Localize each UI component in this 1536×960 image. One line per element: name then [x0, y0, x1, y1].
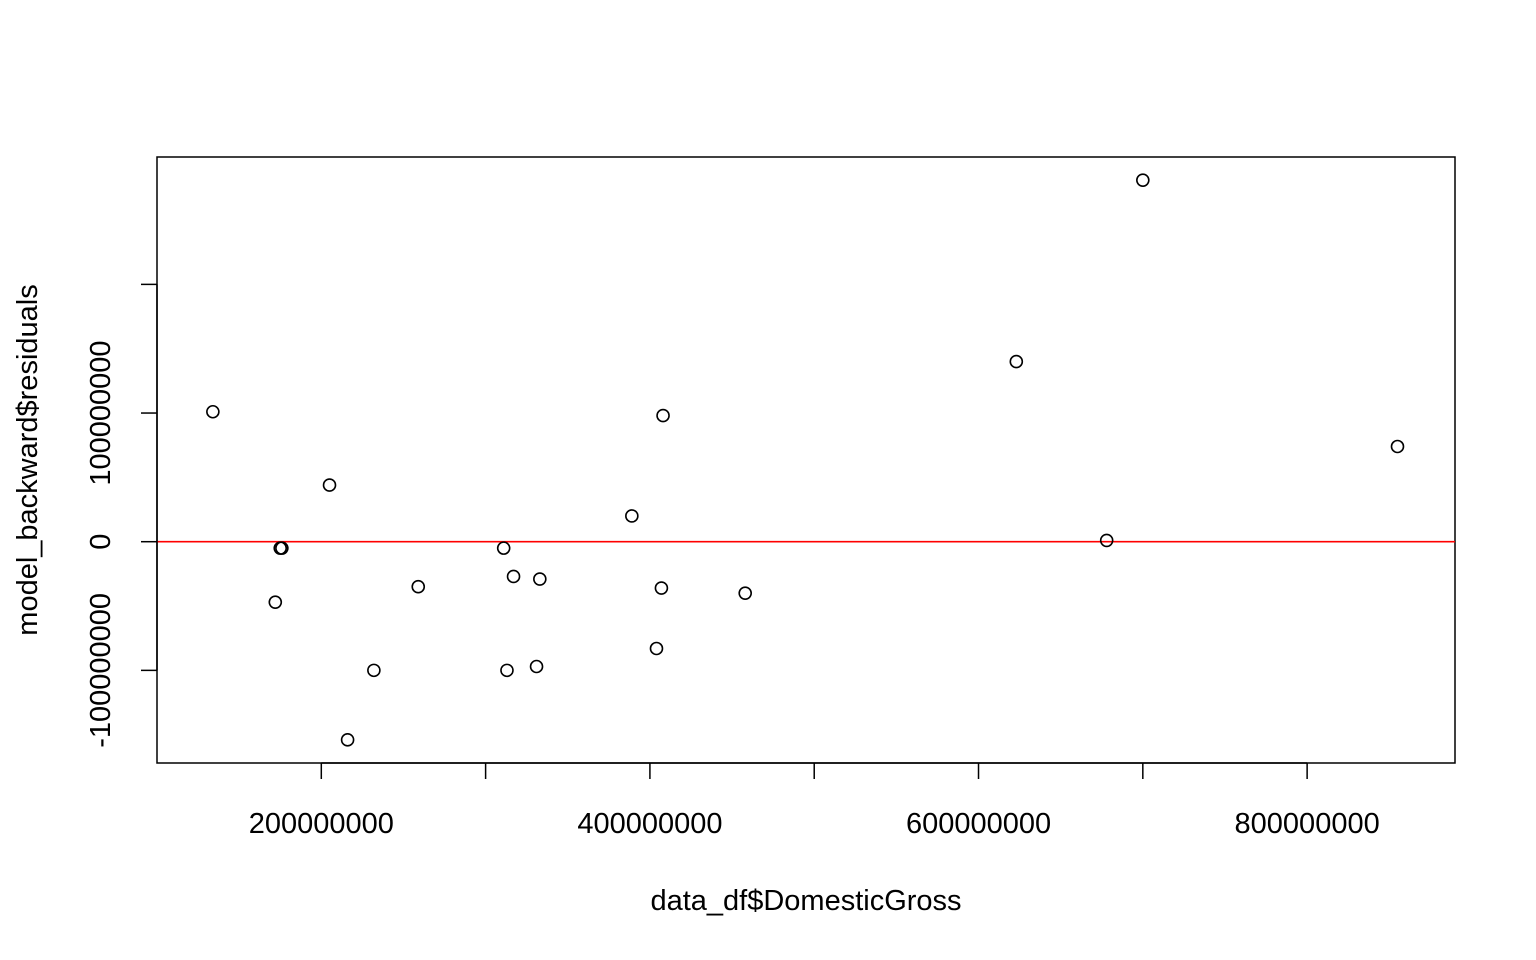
data-point [529, 659, 544, 674]
x-tick-label: 200000000 [249, 808, 394, 840]
data-point [656, 408, 670, 423]
x-tick-label: 600000000 [906, 808, 1051, 840]
y-tick-label: -100000000 [85, 593, 117, 748]
x-tick-label: 800000000 [1235, 808, 1380, 840]
data-point [268, 595, 283, 609]
data-point [322, 478, 337, 492]
y-tick-label: 0 [85, 534, 117, 550]
data-point [206, 404, 220, 419]
data-point [411, 579, 426, 594]
data-point [738, 586, 753, 600]
data-point [506, 569, 521, 584]
data-point [367, 663, 381, 678]
y-axis: -100000000 0 100000000 [85, 283, 158, 748]
data-point [1136, 173, 1150, 187]
data-point [533, 572, 547, 586]
data-point [1009, 354, 1024, 369]
points-layer [206, 173, 1405, 747]
data-point [654, 581, 669, 595]
data-point [275, 541, 289, 555]
data-point [649, 641, 664, 656]
data-point [340, 733, 355, 747]
y-tick-label: 100000000 [85, 340, 117, 485]
data-point [1099, 533, 1114, 548]
x-axis: 200000000 400000000 600000000 800000000 [249, 762, 1380, 840]
x-tick-label: 400000000 [577, 808, 722, 840]
data-point [1390, 439, 1405, 454]
data-point [500, 663, 514, 678]
data-point [625, 509, 639, 523]
x-axis-title: data_df$DomesticGross [650, 885, 961, 917]
y-axis-title: model_backward$residuals [12, 284, 44, 635]
plot-frame [156, 156, 1456, 764]
data-point [496, 541, 511, 555]
